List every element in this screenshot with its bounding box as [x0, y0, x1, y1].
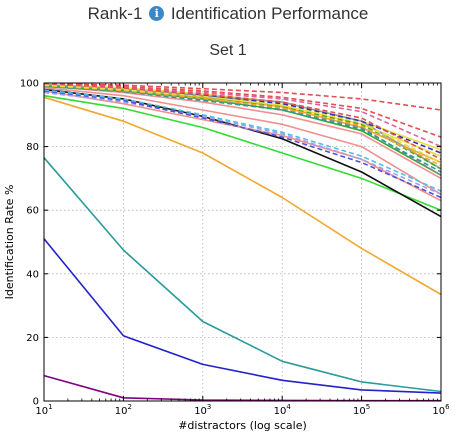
series-line-27 — [43, 89, 442, 192]
y-tick-label: 40 — [26, 269, 39, 280]
series-line-16 — [43, 83, 442, 138]
series-line-9 — [43, 87, 442, 195]
y-tick-label: 60 — [26, 206, 39, 217]
chart-title-suffix: Identification Performance — [170, 4, 369, 23]
info-icon[interactable]: i — [149, 6, 165, 21]
x-tick-label: 103 — [194, 403, 211, 417]
x-tick-label: 104 — [274, 403, 292, 417]
y-tick-label: 20 — [26, 333, 39, 344]
x-tick-label: 106 — [432, 403, 450, 417]
y-tick-label: 80 — [26, 142, 39, 153]
series-line-25 — [43, 91, 442, 196]
series-line-4 — [43, 96, 442, 296]
y-tick-label: 0 — [33, 397, 39, 408]
series-line-24 — [43, 84, 442, 164]
series-line-2 — [43, 238, 442, 394]
series-line-5 — [43, 94, 442, 211]
x-tick-label: 105 — [353, 403, 370, 417]
series-line-26 — [43, 90, 442, 199]
y-axis-label: Identification Rate % — [3, 185, 16, 300]
series-line-3 — [43, 157, 442, 393]
x-tick-label: 101 — [35, 403, 52, 417]
chart-subtitle: Set 1 — [209, 42, 247, 59]
x-tick-label: 102 — [115, 403, 132, 417]
x-axis-label: #distractors (log scale) — [178, 419, 307, 432]
series-line-15 — [43, 82, 442, 111]
chart-title-prefix: Rank-1 — [87, 4, 143, 23]
chart-title: Rank-1 i Identification Performance — [0, 4, 456, 24]
y-tick-label: 100 — [20, 79, 39, 90]
plot-area — [44, 83, 441, 401]
plot-frame — [43, 82, 442, 402]
series-line-19 — [43, 84, 442, 161]
series-line-22 — [43, 85, 442, 173]
